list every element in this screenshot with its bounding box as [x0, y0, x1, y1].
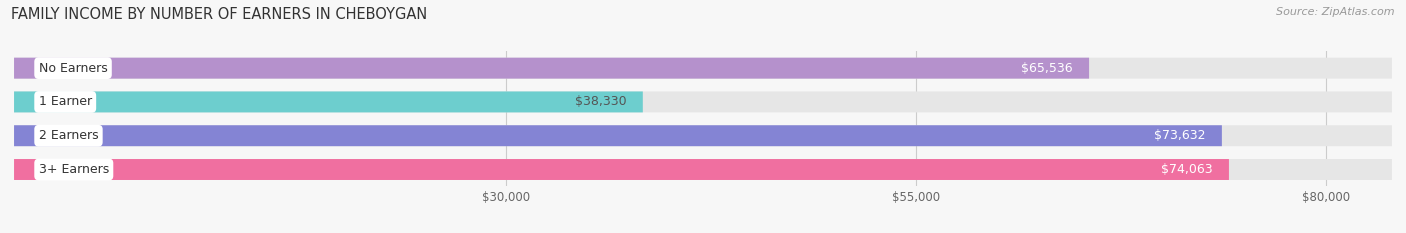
Text: 3+ Earners: 3+ Earners [39, 163, 108, 176]
Text: $38,330: $38,330 [575, 96, 627, 108]
FancyBboxPatch shape [14, 159, 1229, 180]
Text: Source: ZipAtlas.com: Source: ZipAtlas.com [1277, 7, 1395, 17]
FancyBboxPatch shape [14, 92, 1392, 112]
FancyBboxPatch shape [14, 58, 1090, 79]
Text: $65,536: $65,536 [1021, 62, 1073, 75]
Text: 1 Earner: 1 Earner [39, 96, 91, 108]
Text: $74,063: $74,063 [1161, 163, 1212, 176]
FancyBboxPatch shape [14, 125, 1392, 146]
FancyBboxPatch shape [14, 159, 1392, 180]
FancyBboxPatch shape [14, 125, 1222, 146]
FancyBboxPatch shape [14, 58, 1392, 79]
Text: No Earners: No Earners [39, 62, 107, 75]
Text: $73,632: $73,632 [1154, 129, 1205, 142]
Text: 2 Earners: 2 Earners [39, 129, 98, 142]
Text: FAMILY INCOME BY NUMBER OF EARNERS IN CHEBOYGAN: FAMILY INCOME BY NUMBER OF EARNERS IN CH… [11, 7, 427, 22]
FancyBboxPatch shape [14, 92, 643, 112]
